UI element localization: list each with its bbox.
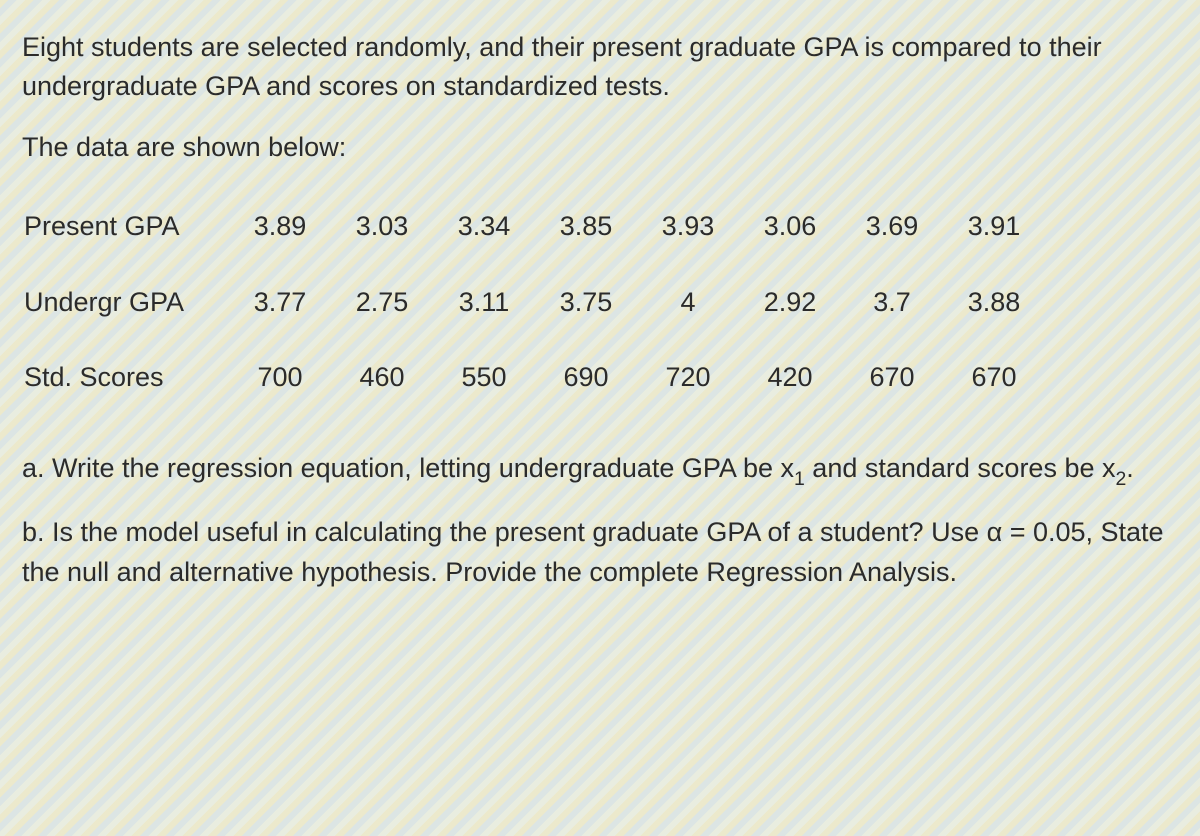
cell: 2.92: [739, 265, 841, 340]
cell: 670: [841, 340, 943, 415]
cell: 550: [433, 340, 535, 415]
cell: 3.69: [841, 189, 943, 264]
data-table: Present GPA 3.89 3.03 3.34 3.85 3.93 3.0…: [22, 189, 1045, 414]
cell: 460: [331, 340, 433, 415]
cell: 420: [739, 340, 841, 415]
table-row: Std. Scores 700 460 550 690 720 420 670 …: [22, 340, 1045, 415]
cell: 720: [637, 340, 739, 415]
question-a-text-2: and standard scores be x: [805, 453, 1116, 483]
cell: 3.93: [637, 189, 739, 264]
cell: 4: [637, 265, 739, 340]
cell: 3.03: [331, 189, 433, 264]
intro-paragraph-1: Eight students are selected randomly, an…: [22, 28, 1182, 106]
subscript-1: 1: [794, 468, 805, 490]
cell: 3.75: [535, 265, 637, 340]
cell: 2.75: [331, 265, 433, 340]
subscript-2: 2: [1115, 468, 1126, 490]
cell: 3.91: [943, 189, 1045, 264]
table-row: Undergr GPA 3.77 2.75 3.11 3.75 4 2.92 3…: [22, 265, 1045, 340]
cell: 3.7: [841, 265, 943, 340]
cell: 690: [535, 340, 637, 415]
question-b: b. Is the model useful in calculating th…: [22, 513, 1182, 591]
row-label-undergr-gpa: Undergr GPA: [22, 265, 229, 340]
cell: 3.88: [943, 265, 1045, 340]
cell: 3.77: [229, 265, 331, 340]
cell: 700: [229, 340, 331, 415]
cell: 3.11: [433, 265, 535, 340]
question-a: a. Write the regression equation, lettin…: [22, 449, 1182, 492]
cell: 3.34: [433, 189, 535, 264]
row-label-present-gpa: Present GPA: [22, 189, 229, 264]
question-a-text-3: .: [1126, 453, 1134, 483]
question-a-text-1: a. Write the regression equation, lettin…: [22, 453, 794, 483]
cell: 3.06: [739, 189, 841, 264]
cell: 3.89: [229, 189, 331, 264]
intro-paragraph-2: The data are shown below:: [22, 128, 1182, 167]
cell: 3.85: [535, 189, 637, 264]
cell: 670: [943, 340, 1045, 415]
table-row: Present GPA 3.89 3.03 3.34 3.85 3.93 3.0…: [22, 189, 1045, 264]
row-label-std-scores: Std. Scores: [22, 340, 229, 415]
